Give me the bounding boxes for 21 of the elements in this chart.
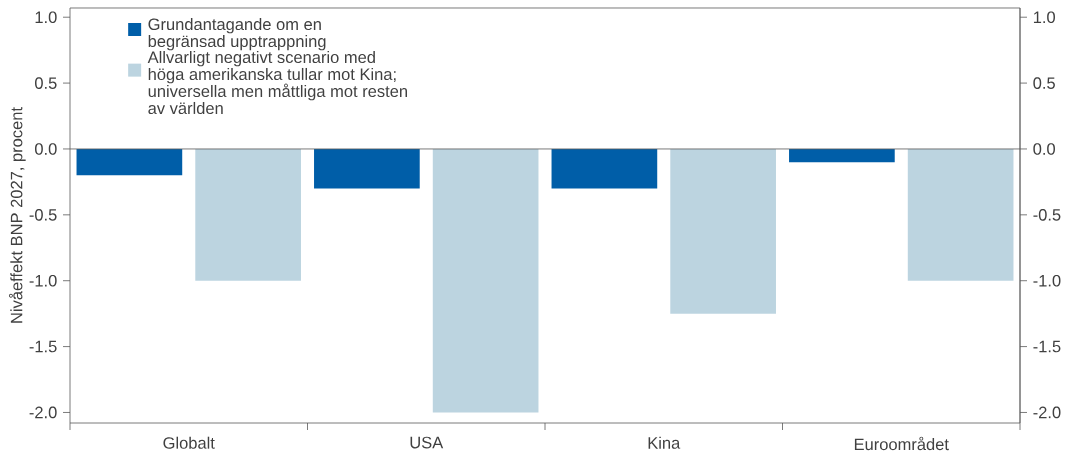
- x-tick-label: Kina: [648, 436, 681, 449]
- y-tick-label: -1.5: [29, 340, 57, 353]
- y-tick-label: -1.0: [29, 274, 57, 287]
- y2-tick-label: -1.0: [1033, 274, 1061, 287]
- y2-tick-label: -2.0: [1033, 406, 1061, 419]
- y2-tick-label: 0.5: [1033, 77, 1055, 89]
- x-tick-label: USA: [410, 436, 444, 449]
- y2-tick-label: -0.5: [1033, 209, 1061, 221]
- legend-label: Allvarligt negativt scenario med höga amerikanska tullar mot Kina; universella men måttliga mot resten av världen: [147, 50, 407, 115]
- y-tick-label: 1.0: [35, 11, 57, 24]
- y-tick-label: -2.0: [29, 406, 57, 419]
- y-tick-label: -0.5: [29, 209, 57, 221]
- legend-label: Grundantagande om en begränsad upptrappning: [148, 18, 326, 51]
- y-tick-label: 0.0: [35, 143, 57, 155]
- y2-tick-label: -1.5: [1033, 340, 1061, 353]
- y-axis-title: Nivåeffekt BNP 2027, procent: [8, 107, 26, 323]
- x-tick-label: Globalt: [163, 436, 215, 449]
- y2-tick-label: 1.0: [1033, 11, 1055, 24]
- y2-tick-label: 0.0: [1033, 143, 1055, 155]
- x-tick-label: Euroområdet: [854, 436, 949, 451]
- y-tick-label: 0.5: [35, 77, 57, 89]
